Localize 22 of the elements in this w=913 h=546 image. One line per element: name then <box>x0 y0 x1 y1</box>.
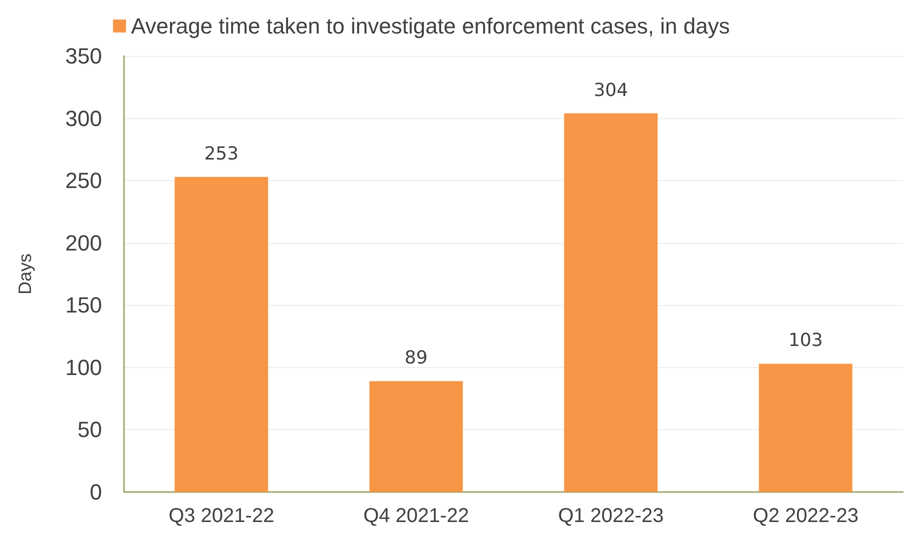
y-tick-label: 300 <box>65 106 102 131</box>
bar <box>174 176 268 492</box>
y-tick-label: 100 <box>65 354 102 380</box>
bar <box>369 381 463 492</box>
y-tick-label: 150 <box>65 292 102 318</box>
x-tick-label: Q4 2021-22 <box>363 505 469 527</box>
x-tick-label: Q3 2021-22 <box>168 505 274 527</box>
y-tick-label: 200 <box>65 230 102 256</box>
bar <box>758 364 852 492</box>
data-label: 103 <box>788 330 823 352</box>
x-tick-label: Q1 2022-23 <box>558 505 664 527</box>
y-axis-title: Days <box>15 253 35 295</box>
data-label: 304 <box>594 80 628 101</box>
y-tick-label: 50 <box>78 417 102 442</box>
data-label: 253 <box>204 143 239 164</box>
x-tick-label: Q2 2022-23 <box>752 505 858 527</box>
y-tick-label: 350 <box>65 44 102 68</box>
y-tick-label: 250 <box>65 168 102 194</box>
y-tick-label: 0 <box>90 480 102 504</box>
legend-label: Average time taken to investigate enforcement cases, in days <box>131 14 730 38</box>
data-label: 89 <box>404 348 428 369</box>
bar <box>564 113 658 492</box>
